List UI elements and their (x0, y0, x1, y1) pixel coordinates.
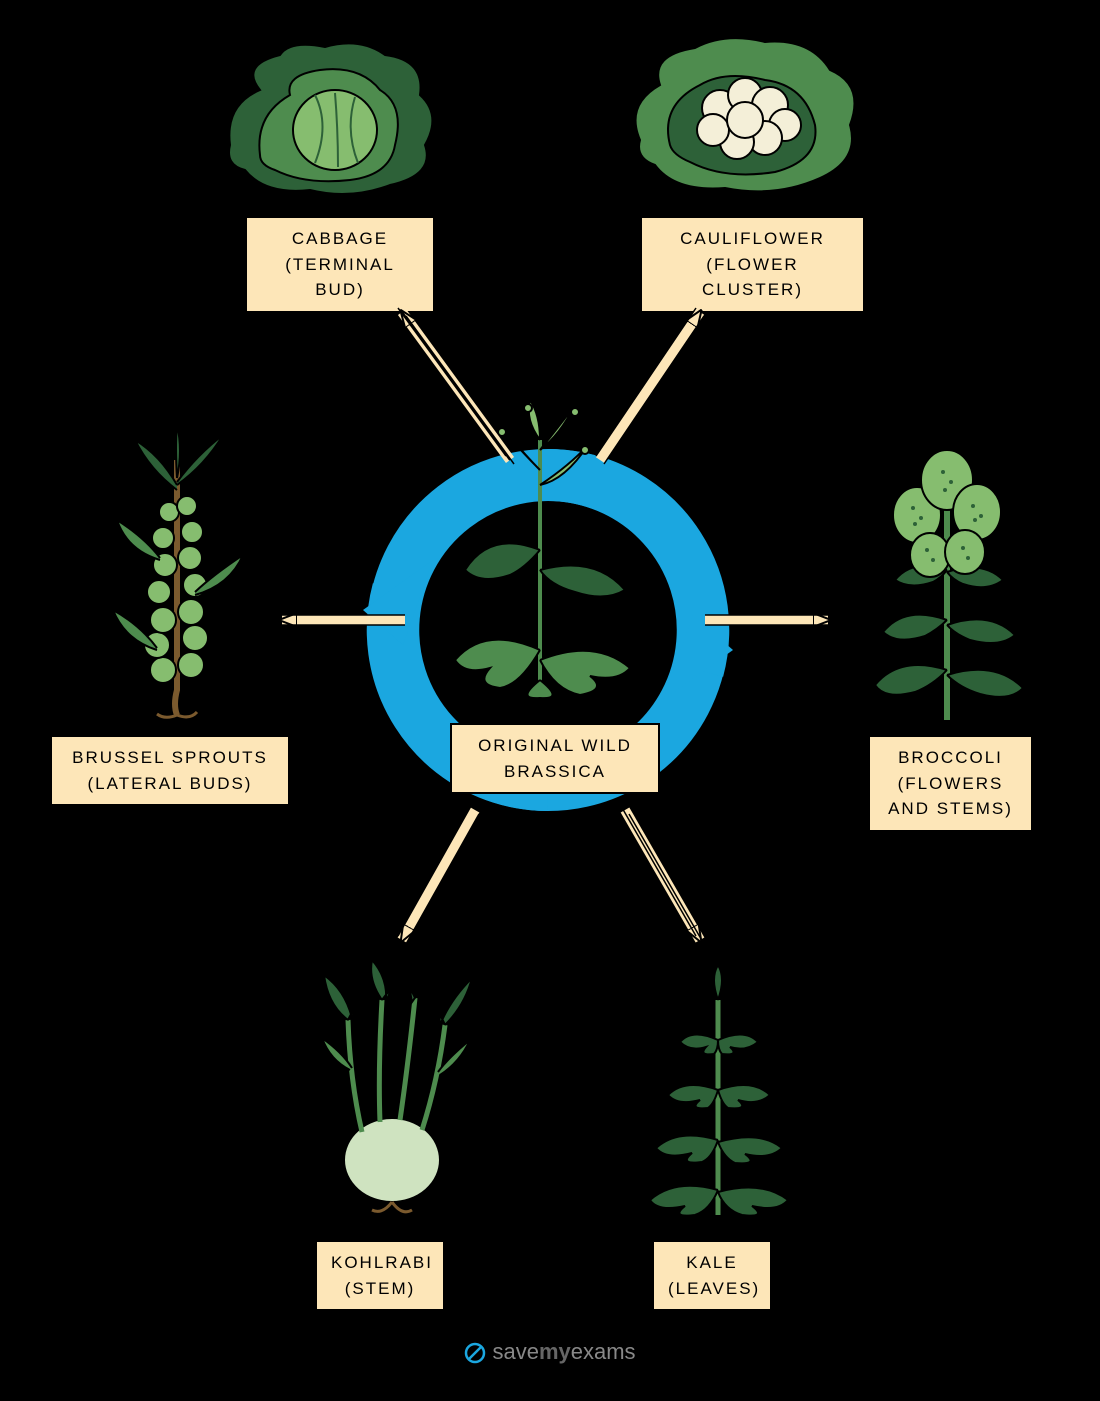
kohlrabi-illustration (300, 960, 485, 1220)
watermark: savemyexams (0, 1339, 1100, 1365)
brand-prefix: save (492, 1339, 538, 1364)
broccoli-label: BROCCOLI (FLOWERS AND STEMS) (868, 735, 1033, 832)
cabbage-illustration (220, 35, 445, 200)
brussel-sprouts-label: BRUSSEL SPROUTS (LATERAL BUDS) (50, 735, 290, 806)
brand-mid: my (539, 1339, 571, 1364)
center-label: ORIGINAL WILD BRASSICA (450, 723, 660, 794)
kale-illustration (630, 960, 805, 1220)
brussel-sprouts-illustration (95, 420, 260, 720)
cabbage-label: CABBAGE (TERMINAL BUD) (245, 216, 435, 313)
cauliflower-illustration (625, 30, 870, 200)
kohlrabi-label: KOHLRABI (STEM) (315, 1240, 445, 1311)
logo-icon (464, 1342, 486, 1364)
wild-brassica-illustration (430, 390, 650, 700)
kale-label: KALE (LEAVES) (652, 1240, 772, 1311)
brand-suffix: exams (571, 1339, 636, 1364)
broccoli-illustration (855, 420, 1040, 725)
brassica-diagram: ORIGINAL WILD BRASSICA CABBAGE (TERMINAL… (0, 0, 1100, 1401)
cauliflower-label: CAULIFLOWER (FLOWER CLUSTER) (640, 216, 865, 313)
